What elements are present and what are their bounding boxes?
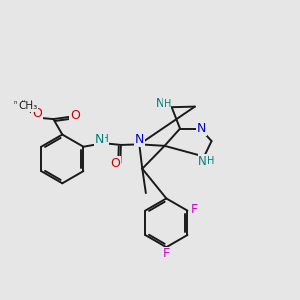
Text: O: O [32, 107, 42, 120]
Text: O: O [70, 109, 80, 122]
Text: methyl: methyl [14, 100, 33, 105]
Text: N: N [95, 133, 104, 146]
Text: N: N [197, 122, 206, 135]
Text: F: F [163, 247, 170, 260]
Text: H: H [164, 99, 171, 109]
Text: N: N [156, 97, 165, 110]
Text: N: N [135, 134, 144, 146]
Text: CH₃: CH₃ [18, 101, 37, 111]
Text: H: H [207, 156, 214, 166]
Text: O: O [110, 157, 120, 170]
Text: F: F [190, 202, 198, 216]
Text: N: N [198, 155, 207, 168]
Text: H: H [101, 134, 108, 144]
